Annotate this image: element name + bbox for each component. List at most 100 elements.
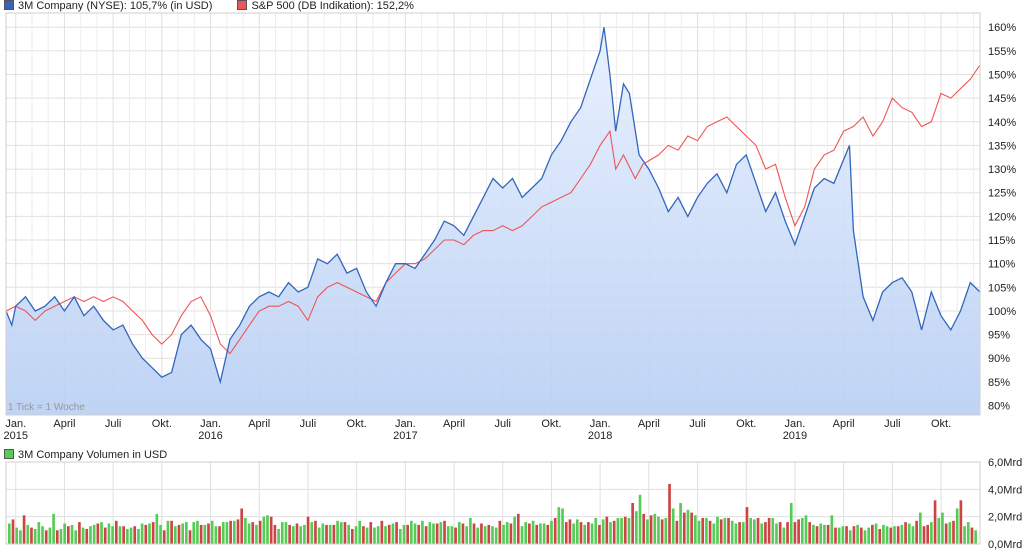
volume-bar: [930, 522, 933, 544]
price-y-tick-label: 125%: [988, 188, 1016, 200]
volume-bar: [907, 523, 911, 544]
volume-bar: [719, 519, 723, 544]
volume-bar: [550, 520, 553, 544]
price-y-tick-label: 160%: [988, 22, 1016, 34]
volume-bar: [657, 516, 660, 544]
volume-bar: [915, 520, 918, 544]
volume-bar: [387, 524, 391, 544]
legend-item-mmm[interactable]: 3M Company (NYSE): 105,7% (in USD): [4, 0, 212, 12]
mmm-line[interactable]: [5, 27, 981, 385]
price-y-tick-label: 135%: [988, 140, 1016, 152]
volume-bar: [686, 509, 690, 544]
volume-bar: [218, 526, 221, 544]
volume-bar: [944, 523, 948, 544]
volume-bar: [705, 518, 708, 544]
volume-bar: [664, 518, 668, 544]
volume-bar: [443, 520, 446, 544]
volume-bar: [616, 518, 620, 544]
price-x-tick-label: Juli: [884, 418, 901, 430]
volume-bar: [966, 522, 970, 544]
volume-bar: [151, 522, 155, 544]
price-x-tick-label: April: [638, 418, 660, 430]
volume-bar: [258, 520, 262, 544]
volume-bar: [365, 527, 369, 544]
price-y-tick-label: 85%: [988, 377, 1010, 389]
volume-bar: [351, 529, 354, 544]
volume-bar: [277, 529, 280, 544]
volume-bar: [406, 524, 409, 544]
legend-item-sp500[interactable]: S&P 500 (DB Indikation): 152,2%: [237, 0, 414, 12]
volume-bar: [741, 522, 745, 544]
price-x-tick-label: Jan.: [200, 418, 221, 430]
volume-bar: [41, 526, 44, 544]
volume-bar: [155, 513, 159, 544]
volume-bar: [339, 522, 343, 544]
volume-bar: [457, 522, 461, 544]
volume-bar: [358, 520, 362, 544]
price-y-tick-label: 120%: [988, 211, 1016, 223]
legend-label-sp500: S&P 500 (DB Indikation): 152,2%: [251, 0, 414, 12]
volume-bar: [67, 526, 70, 544]
volume-bar: [612, 520, 616, 544]
volume-bar: [476, 527, 480, 544]
volume-bar: [33, 529, 37, 544]
volume-bar: [11, 519, 15, 544]
volume-bar: [679, 503, 682, 544]
price-x-tick-label: April: [833, 418, 855, 430]
volume-bar: [85, 529, 89, 544]
price-x-tick-label: Okt.: [541, 418, 561, 430]
legend-item-volume[interactable]: 3M Company Volumen in USD: [4, 449, 167, 461]
volume-bar: [509, 523, 513, 544]
volume-y-tick-label: 6,0Mrd: [988, 457, 1022, 469]
volume-bar: [325, 524, 328, 544]
volume-bar: [789, 503, 793, 544]
volume-bar: [649, 515, 653, 544]
price-x-year-label: 2019: [783, 430, 807, 442]
price-y-tick-label: 100%: [988, 306, 1016, 318]
volume-bar: [103, 527, 107, 544]
volume-bar: [660, 519, 664, 544]
price-x-tick-label: April: [53, 418, 75, 430]
volume-bar: [734, 523, 738, 544]
volume-bar: [269, 516, 273, 544]
volume-bar: [682, 512, 686, 544]
sp500-line[interactable]: [5, 64, 981, 355]
volume-bar: [528, 523, 531, 544]
volume-bar: [823, 524, 826, 544]
volume-bar: [137, 529, 140, 544]
volume-bar: [723, 518, 727, 544]
mmm-area-fill: [6, 27, 980, 415]
volume-bar: [59, 529, 63, 544]
volume-y-tick-label: 4,0Mrd: [988, 484, 1022, 496]
price-plot-frame: [5, 12, 981, 416]
legend-swatch-mmm: [4, 0, 14, 10]
volume-bar: [623, 516, 627, 544]
volume-bar: [450, 526, 454, 544]
volume-bar: [859, 527, 863, 544]
volume-bar: [904, 522, 907, 544]
volume-bar: [760, 523, 764, 544]
volume-bar: [44, 530, 48, 544]
volume-bar: [561, 508, 564, 544]
volume-bar: [332, 524, 336, 544]
volume-bar: [941, 512, 944, 544]
volume-bar: [974, 530, 977, 544]
volume-bar: [310, 522, 314, 544]
volume-bar: [694, 515, 697, 544]
volume-bar: [144, 524, 148, 544]
volume-bar: [255, 524, 258, 544]
price-x-year-label: 2015: [3, 430, 27, 442]
volume-bar: [288, 524, 291, 544]
volume-bar: [638, 494, 642, 544]
volume-bar: [210, 520, 214, 544]
volume-bar: [439, 522, 443, 544]
volume-bar: [22, 515, 26, 544]
volume-bar: [819, 523, 823, 544]
volume-bars: [8, 483, 977, 544]
volume-bar: [162, 530, 166, 544]
volume-bar: [834, 527, 837, 544]
volume-bar: [185, 522, 188, 544]
volume-bar: [362, 526, 365, 544]
volume-bar: [646, 519, 649, 544]
